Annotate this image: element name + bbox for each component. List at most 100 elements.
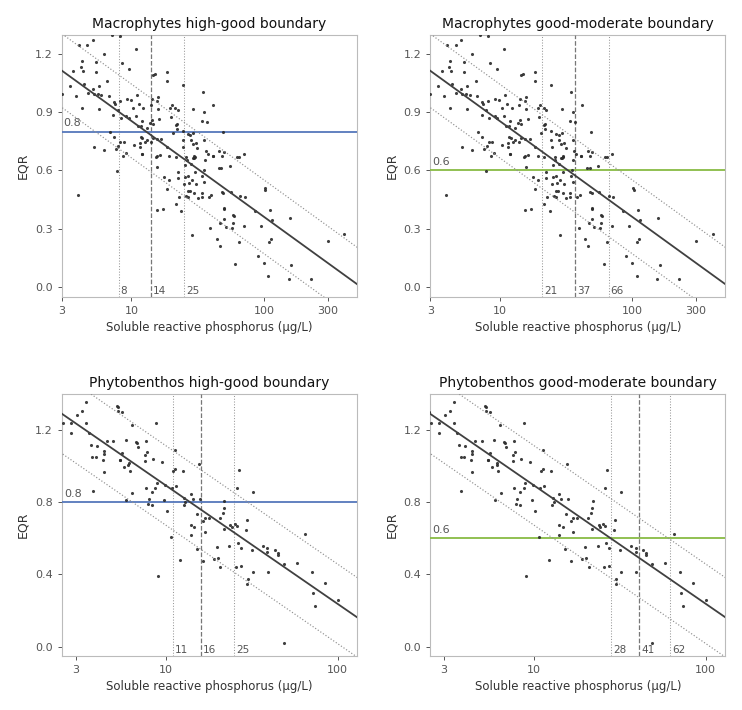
Point (151, 96, 162, 107)
Point (553, 520, 565, 531)
Point (559, 137, 571, 148)
Point (207, 150, 219, 161)
Point (553, 488, 565, 500)
Point (515, 133, 527, 144)
Point (455, 83, 467, 94)
Point (242, 578, 254, 589)
Point (570, 148, 582, 160)
Point (514, 499, 526, 510)
Point (166, 482, 178, 493)
Point (255, 220, 266, 231)
Point (151, 162, 163, 173)
X-axis label: Soluble reactive phosphorus (μg/L): Soluble reactive phosphorus (μg/L) (475, 321, 681, 334)
Point (214, 145, 226, 156)
Point (87, 83, 99, 94)
Point (466, 445, 478, 457)
Point (184, 185, 196, 196)
Point (173, 192, 185, 203)
Point (131, 438, 143, 449)
Point (147, 454, 159, 465)
Point (478, 98, 490, 109)
Point (600, 537, 612, 548)
Point (461, 103, 473, 114)
Point (529, 141, 541, 152)
Point (509, 134, 521, 146)
Point (630, 567, 642, 578)
Point (161, 141, 173, 152)
Point (211, 233, 223, 244)
Point (499, 89, 511, 101)
Point (232, 537, 244, 548)
Point (496, 140, 508, 151)
Point (674, 567, 686, 578)
Point (630, 542, 642, 554)
Point (218, 496, 230, 507)
Text: 25: 25 (186, 285, 200, 295)
Point (188, 103, 200, 114)
Point (269, 544, 281, 555)
Point (170, 481, 182, 492)
Point (151, 91, 163, 102)
Point (266, 214, 278, 226)
Point (156, 133, 168, 145)
Point (54, 114, 66, 125)
Point (538, 119, 550, 131)
Point (554, 229, 566, 241)
Point (237, 148, 249, 160)
Point (458, 66, 470, 77)
Point (606, 221, 618, 232)
Point (583, 162, 595, 173)
Point (603, 560, 615, 572)
Point (529, 183, 541, 195)
Point (476, 109, 487, 121)
Point (229, 258, 241, 270)
Point (188, 187, 200, 198)
Point (139, 482, 151, 493)
Point (519, 96, 531, 107)
Point (122, 113, 134, 124)
Point (217, 508, 229, 519)
Point (540, 104, 552, 116)
Point (112, 401, 124, 413)
Point (208, 99, 220, 111)
Point (540, 167, 552, 178)
Text: 25: 25 (236, 645, 249, 655)
Point (247, 486, 259, 498)
Point (549, 154, 561, 165)
Point (668, 528, 680, 539)
Point (579, 542, 591, 553)
Point (170, 198, 182, 209)
Point (120, 435, 132, 446)
Title: Macrophytes high-good boundary: Macrophytes high-good boundary (93, 16, 326, 31)
Point (80, 417, 92, 428)
Point (448, 417, 460, 428)
Point (161, 505, 173, 516)
Point (553, 185, 565, 196)
Point (555, 493, 567, 504)
Point (73, 39, 85, 50)
Point (586, 214, 598, 225)
Point (286, 305, 298, 317)
Point (568, 146, 580, 157)
Point (480, 104, 492, 115)
Point (533, 111, 545, 123)
Point (180, 152, 192, 163)
Point (601, 236, 613, 248)
Point (234, 560, 246, 572)
Point (147, 133, 159, 144)
Point (545, 134, 556, 146)
Point (466, 466, 478, 478)
Point (482, 31, 493, 42)
Point (527, 479, 539, 491)
Point (164, 103, 176, 114)
Point (116, 57, 128, 68)
Point (278, 638, 290, 649)
Point (240, 524, 252, 535)
Text: 11: 11 (175, 645, 188, 655)
Point (675, 587, 687, 599)
Point (223, 540, 235, 551)
Point (610, 574, 622, 585)
Point (480, 406, 492, 417)
Point (306, 567, 318, 578)
Point (545, 125, 556, 136)
